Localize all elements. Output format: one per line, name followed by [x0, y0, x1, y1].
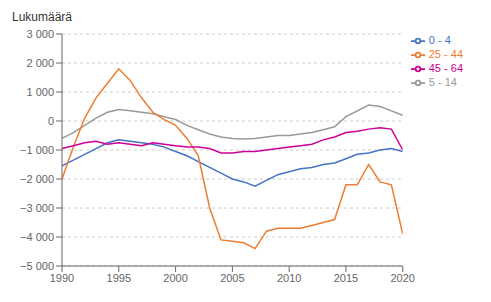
html-text:45 - 64: 45 - 64 [428, 62, 463, 75]
html-text:0 - 4: 0 - 4 [428, 34, 451, 46]
svg-text:0: 0 [48, 115, 54, 127]
svg-text:1990: 1990 [50, 272, 74, 284]
html-text:Lukumäärä: Lukumäärä [12, 10, 72, 24]
svg-text:−1 000: −1 000 [20, 144, 54, 156]
html-text:5 - 14: 5 - 14 [428, 76, 457, 89]
svg-text:2020: 2020 [391, 272, 415, 284]
svg-text:2000: 2000 [163, 272, 187, 284]
svg-text:−4 000: −4 000 [20, 231, 54, 243]
svg-text:3 000: 3 000 [26, 28, 54, 40]
svg-text:2015: 2015 [334, 272, 358, 284]
svg-text:1995: 1995 [107, 272, 131, 284]
svg-text:2005: 2005 [220, 272, 244, 284]
html-text:25 - 44: 25 - 44 [428, 48, 463, 61]
svg-text:2 000: 2 000 [26, 57, 54, 69]
svg-text:−3 000: −3 000 [20, 202, 54, 214]
svg-text:−2 000: −2 000 [20, 173, 54, 185]
svg-text:2010: 2010 [277, 272, 301, 284]
svg-text:−5 000: −5 000 [20, 260, 54, 272]
svg-text:1 000: 1 000 [26, 86, 54, 98]
